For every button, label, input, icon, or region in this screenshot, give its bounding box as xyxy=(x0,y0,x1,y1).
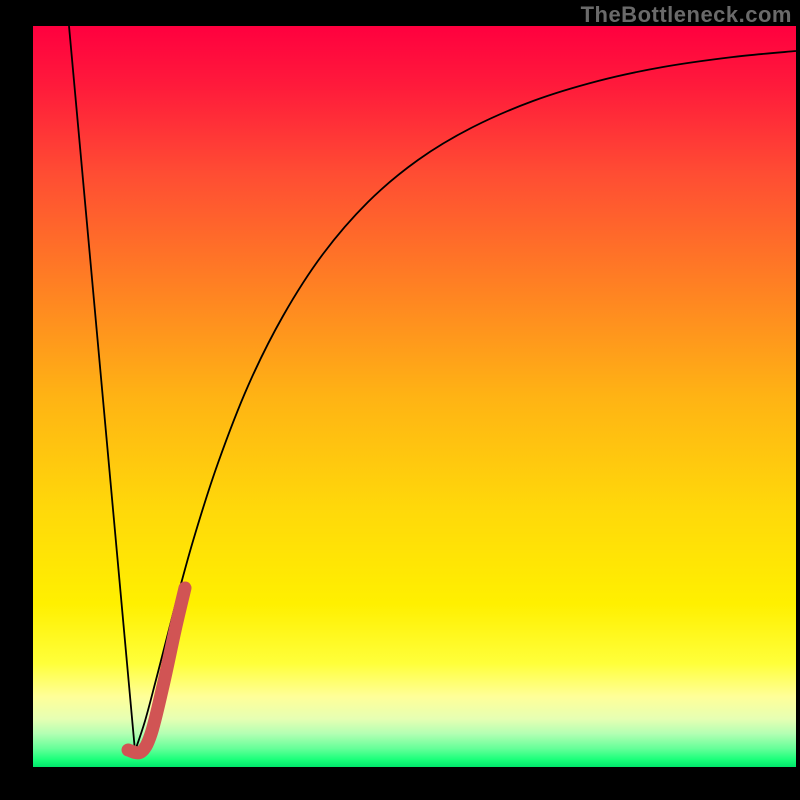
red-highlight-segment xyxy=(128,588,185,753)
chart-lines xyxy=(33,26,796,767)
chart-frame: TheBottleneck.com xyxy=(0,0,800,800)
black-curve-right xyxy=(135,51,796,751)
plot-area xyxy=(33,26,796,767)
black-curve-left xyxy=(69,26,135,751)
watermark-text: TheBottleneck.com xyxy=(581,2,792,28)
